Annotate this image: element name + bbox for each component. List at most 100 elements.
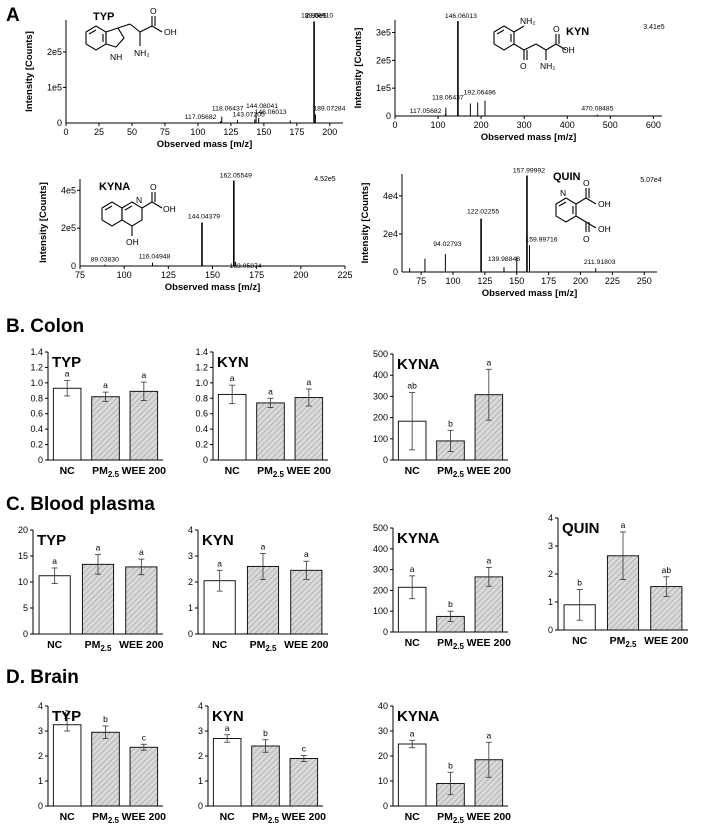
x-tick-label: 200 — [293, 270, 308, 280]
y-tick-label: 0 — [203, 455, 208, 465]
quin-structure-n-label: N — [560, 188, 566, 198]
max-intensity-label: 4.52e5 — [314, 176, 336, 183]
quin-structure-diagram — [555, 188, 597, 232]
bar-chart-colon-kyna: 0 100 200 300 400 500 KYNA ab NC b PM2.5 a WEE 200 — [373, 349, 511, 479]
y-axis-title: Intensity [Counts] — [353, 28, 364, 109]
y-tick-label: 4 — [38, 701, 43, 711]
peak-label: 122.02255 — [467, 209, 499, 216]
y-tick-label: 2 — [188, 577, 193, 587]
category-label: NC — [220, 811, 236, 823]
significance-letter: b — [448, 760, 453, 770]
section-label-b: B. Colon — [6, 316, 84, 337]
peak-label: 157.99992 — [513, 168, 545, 175]
peak-label: 146.06013 — [255, 109, 287, 116]
quin-structure-o-label: O — [583, 178, 590, 188]
y-tick-label: 1e5 — [47, 82, 62, 92]
y-tick-label: 2e5 — [47, 47, 62, 57]
x-tick-label: 125 — [223, 127, 238, 137]
y-tick-label: 1.2 — [195, 362, 208, 372]
y-tick-label: 200 — [373, 413, 388, 423]
quin-structure-name: QUIN — [553, 171, 581, 183]
y-tick-label: 4 — [548, 513, 553, 523]
peak-label: 192.06486 — [464, 90, 496, 97]
x-tick-label: 150 — [509, 276, 524, 286]
y-tick-label: 100 — [373, 606, 388, 616]
y-tick-label: 0 — [393, 267, 398, 277]
bar — [91, 396, 120, 461]
bar — [91, 731, 120, 807]
y-tick-label: 2 — [38, 751, 43, 761]
y-tick-label: 500 — [373, 349, 388, 359]
kyn-structure-name: KYN — [566, 26, 589, 38]
quin-structure-oh2-label: OH — [598, 224, 611, 234]
peak-label: 139.98848 — [488, 256, 520, 263]
y-tick-label: 0.2 — [195, 440, 208, 450]
y-tick-label: 1.4 — [195, 347, 208, 357]
x-tick-label: 100 — [445, 276, 460, 286]
category-label: NC — [212, 639, 228, 651]
panel-title: KYN — [212, 708, 244, 725]
category-label: NC — [572, 635, 588, 647]
kyna-structure-n-label: N — [136, 195, 142, 205]
ms-spectrum-kyn: 0 100 200 300 400 500 600 0 1e5 2e5 3e5 Observed ma… — [353, 13, 665, 143]
x-tick-label: 125 — [161, 270, 176, 280]
x-tick-label: 0 — [392, 120, 397, 130]
y-tick-label: 0 — [548, 625, 553, 635]
y-axis-title: Intensity [Counts] — [360, 183, 371, 264]
y-tick-label: 2e5 — [61, 223, 76, 233]
x-tick-label: 25 — [94, 127, 104, 137]
category-label: NC — [405, 637, 421, 649]
significance-letter: a — [410, 564, 415, 574]
peak-label: 188.06910 — [301, 12, 333, 19]
y-tick-label: 0.4 — [30, 424, 43, 434]
peak-label: 162.05549 — [220, 173, 252, 180]
y-tick-label: 20 — [378, 751, 388, 761]
x-tick-label: 150 — [205, 270, 220, 280]
y-tick-label: 0 — [38, 455, 43, 465]
ms-spectrum-kyna: 75 100 125 150 175 200 225 0 2e5 4e5 Observed mass… — [38, 173, 353, 293]
y-tick-label: 0 — [38, 801, 43, 811]
y-tick-label: 0 — [188, 629, 193, 639]
significance-letter: a — [486, 556, 491, 566]
y-tick-label: 0.2 — [30, 440, 43, 450]
category-label: WEE 200 — [644, 635, 689, 647]
significance-letter: ab — [407, 381, 417, 391]
significance-letter: a — [304, 549, 309, 559]
x-tick-label: 250 — [637, 276, 652, 286]
peak-label: 143.07205 — [233, 111, 265, 118]
kyn-structure-o2-label: O — [553, 24, 560, 34]
y-tick-label: 1.0 — [30, 378, 43, 388]
significance-letter: a — [621, 520, 626, 530]
y-tick-label: 3 — [38, 726, 43, 736]
category-label: WEE 200 — [119, 639, 164, 651]
bar — [38, 575, 71, 635]
peak-label: 159.99716 — [525, 236, 557, 243]
bar — [251, 745, 280, 807]
typ-structure-nh-label: NH — [110, 52, 122, 62]
peak-label: 470.08485 — [581, 106, 613, 113]
bar — [81, 563, 115, 635]
significance-letter: a — [65, 369, 70, 379]
bar — [290, 569, 323, 635]
x-tick-label: 175 — [541, 276, 556, 286]
y-tick-label: 0.8 — [195, 393, 208, 403]
x-tick-label: 300 — [517, 120, 532, 130]
y-tick-label: 0.4 — [195, 424, 208, 434]
y-tick-label: 0 — [383, 455, 388, 465]
y-tick-label: 10 — [18, 577, 28, 587]
kyn-structure-nh2b-label: NH₂ — [540, 61, 556, 71]
y-tick-label: 0 — [57, 118, 62, 128]
category-label: PM2.5 — [252, 811, 279, 825]
category-label: NC — [60, 811, 76, 823]
quin-structure-o2-label: O — [583, 234, 590, 244]
bar — [212, 738, 242, 807]
peak-label: 117.05682 — [410, 108, 442, 115]
y-tick-label: 3e5 — [376, 28, 391, 38]
kyna-structure-diagram — [101, 192, 163, 236]
category-label: PM2.5 — [437, 811, 464, 825]
panel-title: KYNA — [397, 356, 440, 373]
x-tick-label: 100 — [190, 127, 205, 137]
x-tick-label: 100 — [431, 120, 446, 130]
y-tick-label: 200 — [373, 585, 388, 595]
